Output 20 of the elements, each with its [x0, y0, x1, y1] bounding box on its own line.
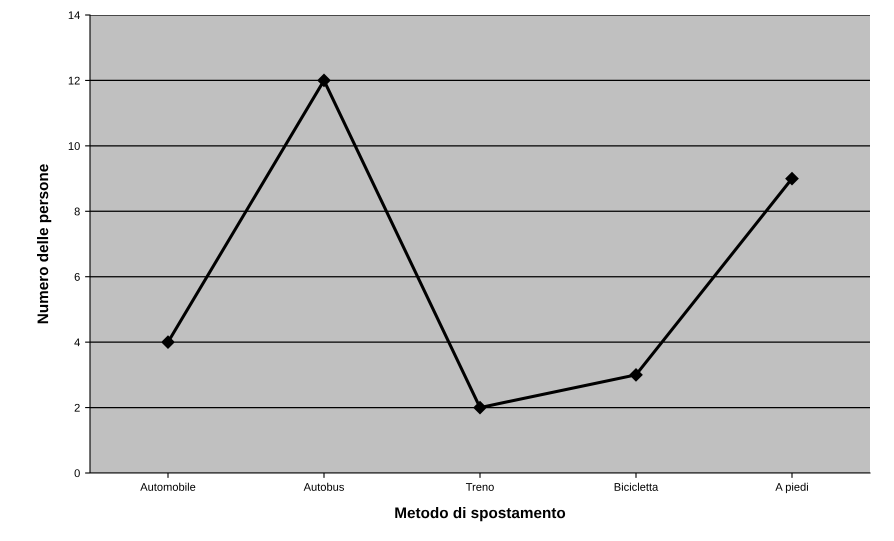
- point: [785, 172, 799, 186]
- y-tick-label: 12: [68, 76, 80, 84]
- x-tick-label: A piedi: [775, 482, 808, 494]
- x-axis-title: Metodo di spostamento: [395, 506, 566, 522]
- x-tick-label: Treno: [466, 483, 494, 491]
- point: [629, 368, 643, 382]
- y-tick-label: 0: [74, 469, 80, 478]
- point: [473, 400, 487, 414]
- x-tick-label: Automobile: [140, 482, 196, 491]
- y-tick-label: 4: [74, 338, 80, 346]
- y-tick-label: 6: [74, 272, 80, 281]
- x-tick-label: Autobus: [304, 482, 344, 491]
- y-tick-label: 10: [68, 142, 80, 150]
- y-tick-label: 8: [74, 208, 80, 216]
- point: [161, 336, 175, 349]
- y-tick-label: 14: [68, 11, 80, 20]
- x-tick-label: Bicicletta: [614, 482, 658, 491]
- y-tick-label: 2: [74, 404, 80, 412]
- y-axis-title: Numero delle persone: [37, 164, 52, 324]
- point: [317, 74, 331, 88]
